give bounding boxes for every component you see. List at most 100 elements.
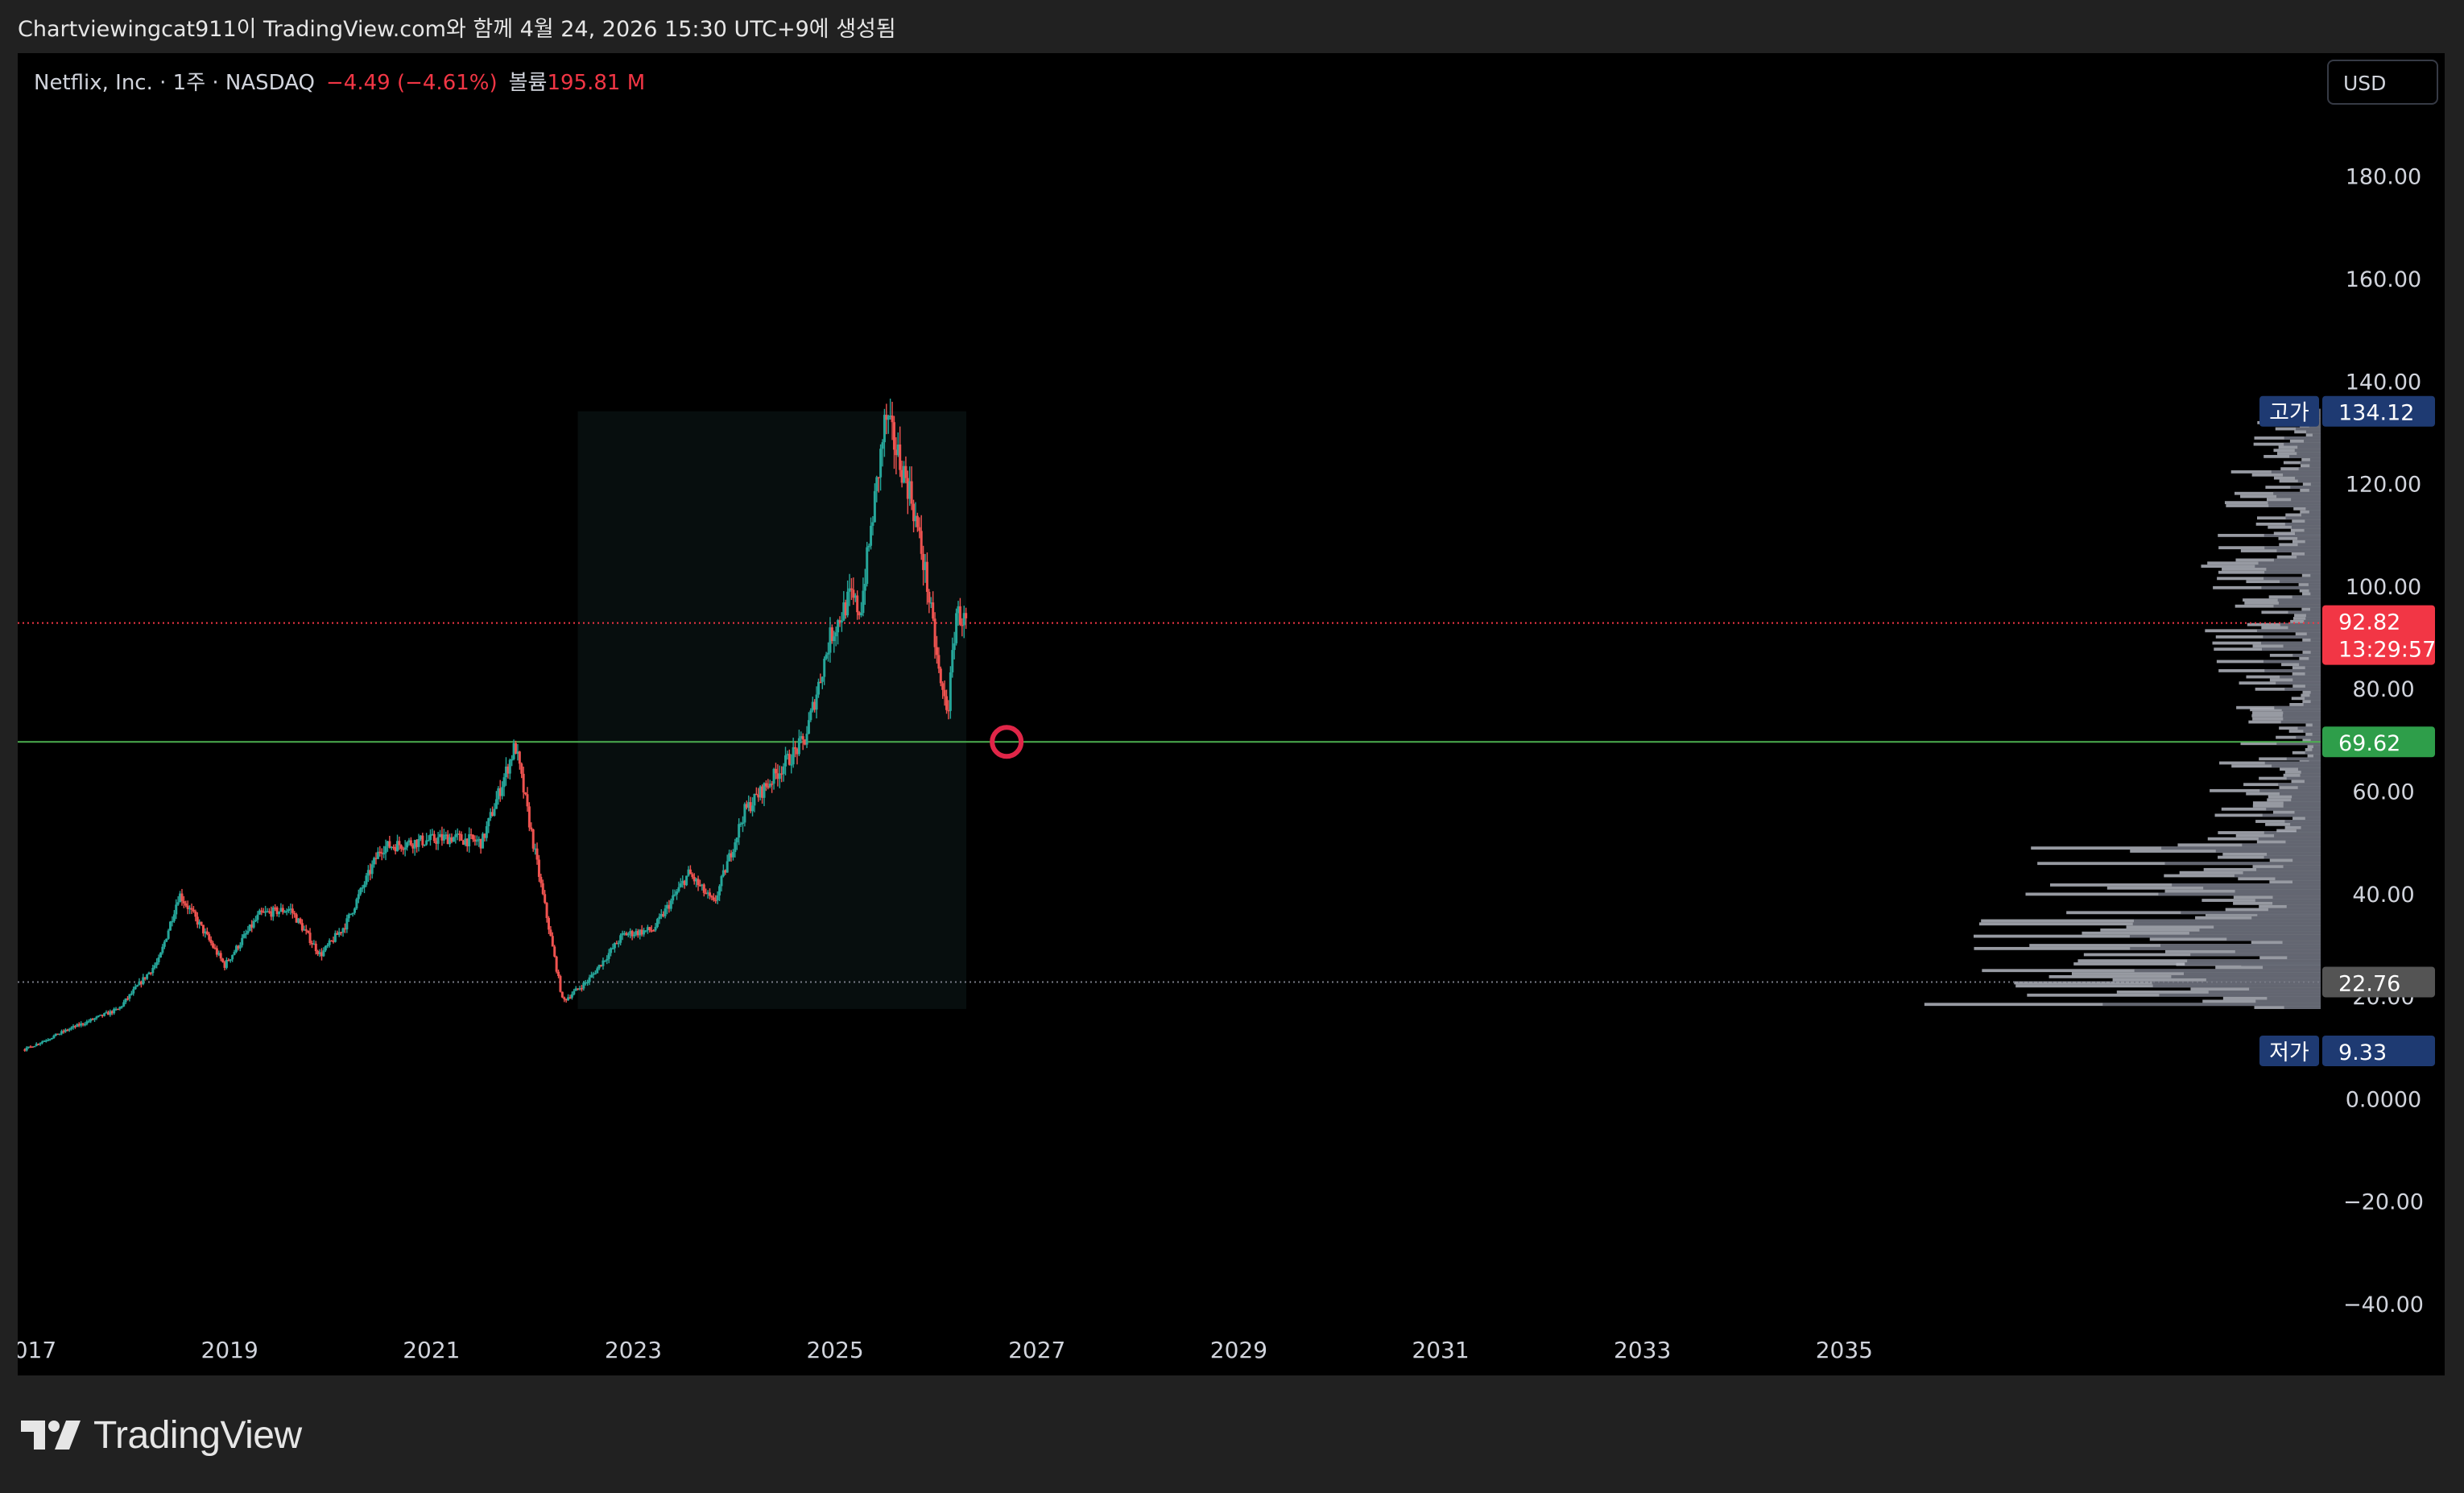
candle-body (215, 948, 218, 955)
volume-profile-bar (2268, 504, 2321, 507)
candle-body (774, 768, 777, 774)
candle-body (846, 591, 850, 616)
x-tick-label: 2035 (1816, 1337, 1873, 1363)
candle-body (432, 833, 436, 842)
candle-body (768, 784, 771, 787)
candle-body (399, 845, 403, 849)
candle-body (862, 590, 865, 614)
candle-body (615, 943, 618, 945)
candle-body (537, 859, 540, 877)
chart-panel[interactable]: Netflix, Inc. · 1주 · NASDAQ −4.49 (−4.61%… (18, 53, 2445, 1375)
volume-profile-bar (2297, 726, 2321, 730)
candle-body (924, 561, 927, 570)
candle-body (373, 858, 376, 865)
candle-body (837, 620, 840, 633)
candle-body (883, 415, 886, 443)
candle-body (889, 415, 892, 417)
candle-body (511, 759, 514, 761)
volume-profile-bar (2164, 862, 2321, 866)
candle-body (58, 1033, 61, 1036)
candle-body (159, 953, 162, 957)
candle-body (797, 738, 800, 755)
candle-body (782, 766, 785, 775)
volume-profile-bar (2263, 660, 2321, 664)
candle-body (504, 766, 507, 778)
candle-body (421, 835, 424, 846)
price-badge-tag (2259, 1035, 2319, 1066)
candle-body (912, 503, 916, 522)
candle-body (677, 887, 680, 891)
volume-profile-bar (2172, 883, 2321, 887)
volume-profile-bar (2283, 711, 2321, 714)
candle-body (316, 951, 320, 954)
volume-profile-bar (2297, 479, 2321, 483)
candle-body (411, 845, 415, 849)
candle-body (357, 894, 360, 900)
candle-body (916, 515, 919, 527)
candle-body (388, 841, 391, 848)
candle-body (665, 904, 668, 909)
candle-body (386, 841, 389, 846)
candle-body (881, 442, 884, 449)
volume-profile-bar (2234, 874, 2321, 878)
volume-profile-bar (2306, 632, 2321, 635)
volume-profile-bar (2171, 974, 2321, 978)
volume-profile-bar (2275, 877, 2321, 881)
volume-profile-bar (2310, 573, 2321, 577)
candle-body (308, 933, 312, 944)
candle-body (281, 908, 284, 912)
candle-body (241, 937, 244, 945)
candle-body (200, 921, 203, 925)
candle-body (914, 515, 917, 522)
candle-body (471, 834, 474, 840)
candle-body (771, 784, 774, 785)
candle-body (929, 602, 932, 604)
volume-profile-bar (2284, 820, 2321, 823)
currency-button[interactable]: USD (2327, 60, 2438, 105)
candle-body (636, 931, 639, 936)
time-axis[interactable]: 2017 2019 2021 2023 2025 2027 2029 2031 2033 2035 (18, 1337, 1873, 1363)
candle-body (515, 742, 518, 755)
candle-body (763, 783, 766, 798)
candle-body (341, 928, 345, 933)
candle-body (698, 885, 701, 887)
candle-body (254, 920, 258, 921)
candle-body (194, 911, 197, 917)
candle-body (830, 627, 833, 642)
candle-body (234, 945, 238, 953)
candle-body (596, 968, 599, 974)
x-tick-label: 2031 (1412, 1337, 1469, 1363)
volume-profile-bar (2297, 543, 2321, 547)
candle-body (681, 880, 684, 883)
candle-body (384, 846, 387, 854)
candle-body (602, 960, 605, 966)
volume-profile-bar (2297, 445, 2321, 449)
candle-body (705, 892, 708, 895)
volume-profile-bar (2278, 601, 2321, 605)
candle-body (394, 846, 397, 852)
volume-profile-bar (2290, 486, 2321, 489)
candle-body (246, 930, 250, 933)
price-chart[interactable]: 180.00 160.00 140.00 120.00 100.00 80.00 60.00… (18, 53, 2445, 1375)
volume-profile-bar (2226, 937, 2321, 941)
candle-body (118, 1007, 122, 1009)
candle-body (611, 948, 614, 949)
volume-profile-bar (2273, 491, 2321, 495)
candle-body (440, 833, 444, 841)
candle-body (764, 783, 767, 787)
candle-body (520, 763, 523, 774)
candle-body (617, 942, 620, 945)
candle-body (557, 971, 560, 977)
candle-body (225, 960, 228, 968)
candle-body (171, 920, 174, 923)
candle-body (739, 823, 742, 825)
candle-body (425, 840, 428, 845)
candle-body (167, 930, 170, 939)
candle-body (186, 905, 189, 909)
volume-profile-bar (2289, 454, 2321, 458)
volume-profile-bar (2272, 895, 2321, 900)
candle-body (454, 834, 457, 837)
candle-body (564, 999, 568, 1001)
price-badge-value: 22.76 (2338, 971, 2400, 996)
price-axis[interactable]: 180.00 160.00 140.00 120.00 100.00 80.00 60.00… (2343, 165, 2424, 1317)
